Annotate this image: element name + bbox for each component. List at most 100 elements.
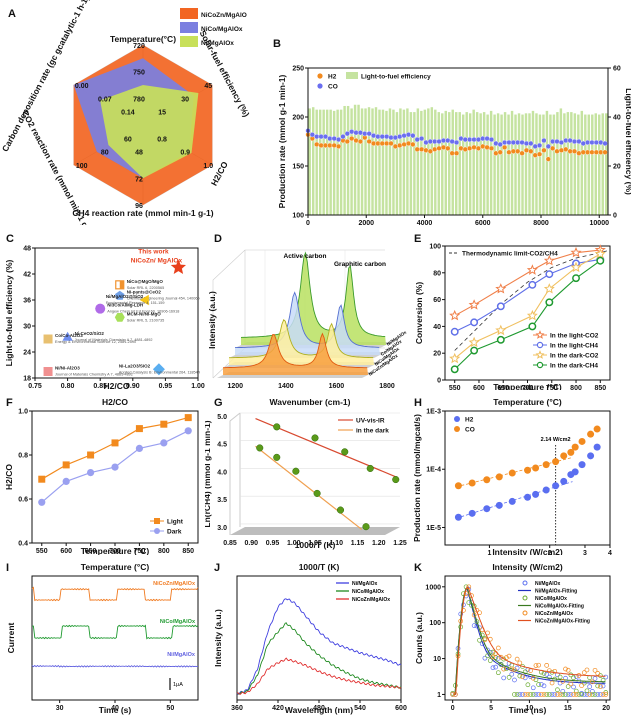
data-point-h2 bbox=[432, 146, 438, 152]
data-point-h2 bbox=[523, 147, 530, 153]
radar-axis-name: Temperature(°C) bbox=[110, 34, 176, 44]
data-point bbox=[538, 682, 544, 687]
efficiency-bar bbox=[601, 113, 604, 215]
data-point-h2 bbox=[480, 143, 486, 150]
data-point bbox=[509, 666, 515, 672]
data-point-co bbox=[410, 133, 416, 139]
efficiency-bar bbox=[423, 109, 427, 215]
efficiency-bar bbox=[318, 109, 322, 215]
data-point-h2 bbox=[388, 140, 394, 147]
radar-tick-label: 750 bbox=[133, 70, 145, 77]
data-point-h2 bbox=[335, 143, 342, 150]
efficiency-bar bbox=[559, 108, 563, 215]
x-tick-label: 0 bbox=[306, 220, 310, 227]
data-point-h2 bbox=[405, 140, 412, 147]
annotation-active-carbon: Active carbon bbox=[284, 253, 327, 260]
x-tick-label: 2000 bbox=[358, 220, 374, 227]
y-axis-label: H2/CO bbox=[4, 464, 14, 490]
data-point bbox=[495, 645, 501, 651]
x-tick-label: 4000 bbox=[417, 220, 433, 227]
x-axis-label: Time (s) bbox=[99, 705, 132, 715]
data-point bbox=[517, 660, 523, 666]
point-label: Ni-CeO2/SiO2 bbox=[75, 331, 105, 336]
efficiency-bar bbox=[434, 109, 437, 215]
x-tick-label: 0 bbox=[451, 705, 455, 712]
y-tick-label: 4.0 bbox=[217, 469, 227, 476]
data-point-h2 bbox=[427, 148, 433, 154]
x-axis-label: Time (min) bbox=[437, 228, 480, 230]
point-reference: Chemical Engineering Journal 454, 140065 bbox=[127, 297, 200, 301]
legend-label: NiCoZn/MgAlOx bbox=[535, 611, 573, 617]
data-point bbox=[541, 683, 547, 689]
legend-marker bbox=[454, 426, 460, 432]
x-tick-label: 1600 bbox=[329, 383, 345, 390]
radar-tick-label: 0.07 bbox=[98, 96, 112, 103]
data-point bbox=[512, 677, 517, 683]
data-point-h2 bbox=[488, 145, 495, 151]
data-point bbox=[570, 246, 582, 258]
spectrum-line-2 bbox=[229, 319, 374, 359]
efficiency-bar bbox=[468, 113, 472, 215]
data-point-h2 bbox=[471, 144, 477, 150]
efficiency-bar bbox=[441, 113, 444, 215]
efficiency-bar bbox=[535, 113, 538, 215]
radar-tick-label: 96 bbox=[135, 203, 143, 210]
series-label: Ni/MgAlOx bbox=[167, 652, 196, 658]
data-point-h2 bbox=[349, 135, 355, 142]
x-tick-label: 480 bbox=[313, 705, 325, 712]
data-point-co bbox=[571, 443, 579, 451]
efficiency-bar bbox=[416, 108, 420, 215]
data-point bbox=[449, 309, 461, 321]
efficiency-bar bbox=[364, 108, 367, 215]
data-point bbox=[139, 294, 149, 306]
data-point-h2 bbox=[436, 145, 442, 151]
data-point-h2 bbox=[379, 140, 385, 147]
box-3d-frame bbox=[229, 412, 241, 535]
plot-frame bbox=[444, 245, 611, 381]
data-point bbox=[592, 676, 598, 681]
data-point bbox=[573, 688, 579, 694]
y-tick-label: 1 bbox=[437, 692, 441, 699]
data-point bbox=[256, 444, 264, 452]
data-point bbox=[545, 270, 554, 279]
data-point-co bbox=[593, 425, 601, 433]
efficiency-bar bbox=[437, 112, 441, 215]
efficiency-bar bbox=[514, 114, 517, 215]
legend-label: Ni/MgAlOx bbox=[352, 581, 377, 587]
top-caption-h2co: H2/CO bbox=[102, 397, 128, 407]
radar-tick-label: 0.14 bbox=[121, 110, 135, 117]
data-point-h2 bbox=[550, 145, 556, 151]
legend-label: NiCo/MgAlOx bbox=[201, 26, 243, 33]
efficiency-bar bbox=[406, 108, 409, 215]
data-point-co bbox=[563, 137, 569, 144]
data-point bbox=[498, 654, 504, 660]
data-point-co bbox=[468, 479, 476, 487]
x-axis-label: 1000/T (K) bbox=[295, 540, 336, 550]
data-point-co bbox=[335, 136, 342, 143]
data-point bbox=[512, 692, 517, 697]
efficiency-bar bbox=[528, 113, 531, 215]
data-point bbox=[496, 335, 505, 344]
radar-tick-label: 60 bbox=[124, 136, 132, 143]
y-tick-label: 40 bbox=[433, 324, 441, 331]
top-caption-temperature: Temperature (°C) bbox=[493, 397, 562, 407]
x-tick-label: 650 bbox=[85, 548, 97, 555]
data-point bbox=[495, 670, 501, 676]
data-point-co bbox=[558, 139, 564, 146]
y-tick-label: 100 bbox=[292, 213, 304, 220]
x-axis-label: Wavelength (nm) bbox=[285, 705, 353, 715]
data-point bbox=[114, 313, 125, 322]
data-point bbox=[557, 692, 563, 697]
data-point-h2 bbox=[392, 143, 398, 150]
efficiency-bar bbox=[350, 108, 353, 215]
y-tick-label: 48 bbox=[23, 246, 31, 253]
data-point-h2 bbox=[524, 493, 532, 501]
legend-label: NiCoZn/MgAlOx bbox=[352, 597, 390, 603]
data-point-co bbox=[362, 131, 368, 137]
chart-d-raman: Intensity (a.u.) Ni/MgAlOxCo/MgAlOxNiCo/M… bbox=[207, 249, 408, 390]
data-point bbox=[592, 692, 598, 697]
x-tick-label: 1.10 bbox=[329, 540, 343, 547]
x-tick-label: 600 bbox=[395, 705, 407, 712]
spectrum-fill-2 bbox=[229, 319, 374, 365]
data-point bbox=[292, 467, 300, 475]
